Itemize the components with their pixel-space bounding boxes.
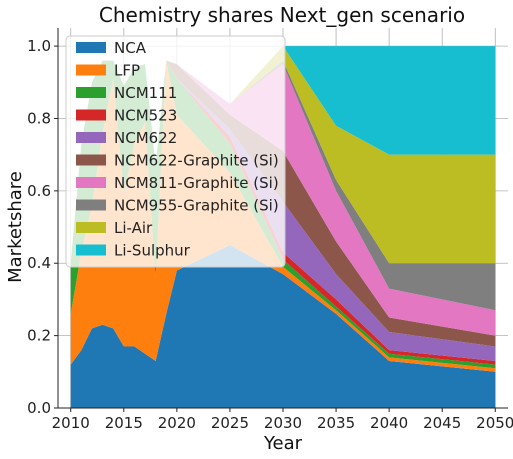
- x-tick-label: 2040: [370, 414, 408, 432]
- y-tick-label: 0.8: [27, 109, 51, 127]
- legend-label-lfp: LFP: [114, 62, 140, 80]
- legend-label-nca: NCA: [114, 39, 147, 57]
- legend: NCA LFP NCM111 NCM523 NCM622 NCM622-Graphite …: [65, 35, 286, 268]
- legend-swatch-lfp: [76, 64, 106, 76]
- y-axis-title: Marketshare: [5, 171, 26, 283]
- legend-swatch-nca: [76, 42, 106, 53]
- legend-swatch-li-sulphur: [76, 244, 106, 256]
- x-tick-label: 2010: [52, 414, 90, 432]
- legend-swatch-ncm811-graphite-si: [76, 177, 106, 188]
- legend-label-ncm955-graphite-si: NCM955-Graphite (Si): [114, 197, 279, 215]
- legend-label-ncm111: NCM111: [114, 84, 177, 102]
- area-ncm955-graphite-si: [70, 60, 496, 311]
- legend-label-ncm622: NCM622: [114, 129, 177, 147]
- legend-box: [65, 35, 286, 268]
- legend-label-ncm523: NCM523: [114, 107, 177, 125]
- area-li-sulphur: [70, 46, 496, 264]
- legend-label-ncm622-graphite-si: NCM622-Graphite (Si): [114, 152, 279, 170]
- legend-label-li-air: Li-Air: [114, 219, 153, 237]
- legend-swatch-ncm111: [76, 87, 106, 98]
- area-nca: [70, 245, 496, 408]
- y-tick-label: 0.6: [27, 182, 51, 200]
- legend-swatch-ncm622: [76, 132, 106, 143]
- legend-swatch-ncm523: [76, 109, 106, 121]
- y-tick-label: 0.0: [27, 399, 51, 417]
- x-tick-label: 2035: [317, 414, 355, 432]
- x-tick-label: 2030: [264, 414, 302, 432]
- y-tick-label: 1.0: [27, 37, 51, 55]
- y-tick-label: 0.2: [27, 327, 51, 345]
- x-tick-label: 2015: [105, 414, 143, 432]
- area-li-air: [70, 46, 496, 264]
- legend-label-ncm811-graphite-si: NCM811-Graphite (Si): [114, 174, 279, 192]
- tick-labels: 2010 2015 2020 2025 2030 2035 2040 2045 2050 0.0 0…: [27, 37, 513, 432]
- x-tick-label: 2045: [423, 414, 461, 432]
- x-tick-label: 2025: [211, 414, 249, 432]
- legend-swatch-li-air: [76, 222, 106, 233]
- legend-swatch-ncm622-graphite-si: [76, 154, 106, 166]
- legend-label-li-sulphur: Li-Sulphur: [114, 242, 191, 260]
- x-tick-label: 2020: [158, 414, 196, 432]
- y-tick-label: 0.4: [27, 254, 51, 272]
- legend-swatch-ncm955-graphite-si: [76, 199, 106, 211]
- x-axis-title: Year: [263, 433, 303, 454]
- chart-title: Chemistry shares Next_gen scenario: [99, 3, 465, 27]
- x-tick-label: 2050: [476, 414, 513, 432]
